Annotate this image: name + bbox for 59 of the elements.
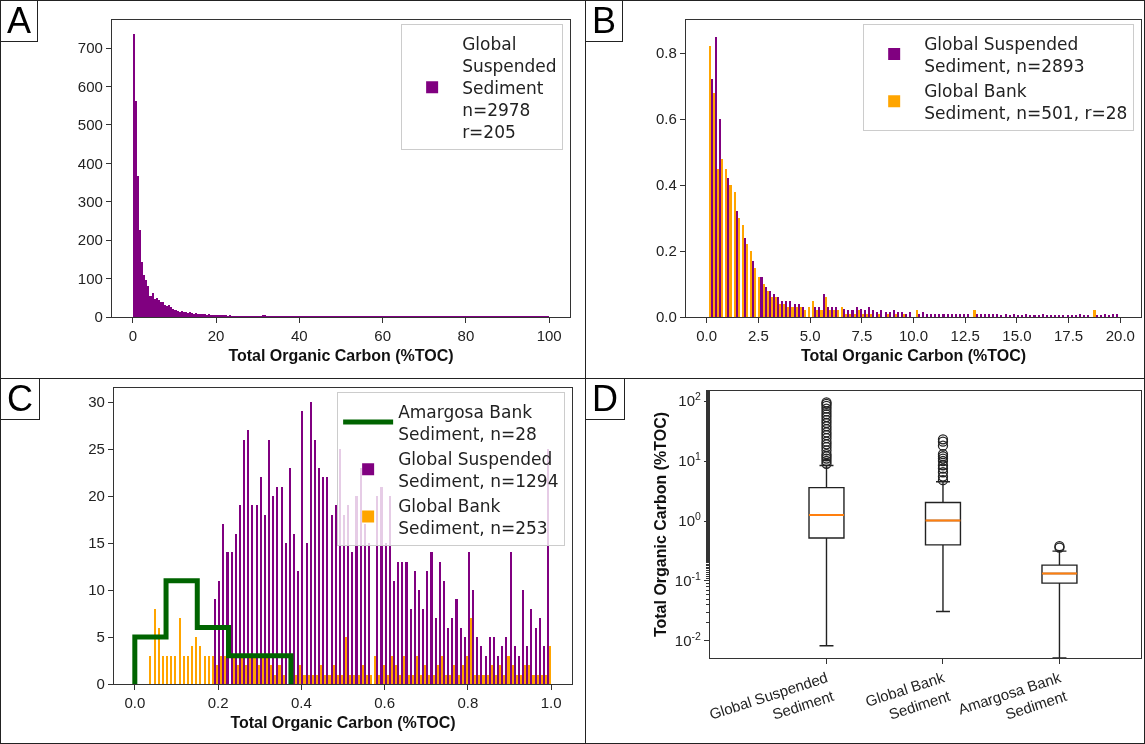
- y-tick-label: 25: [88, 440, 105, 458]
- x-tick-label: 40: [291, 327, 308, 345]
- y-tick-label: 10$^{2}$: [678, 389, 702, 410]
- y-tick-label: 0.6: [656, 110, 677, 128]
- x-tick-label: 0.0: [696, 327, 718, 345]
- x-axis-title: Total Organic Carbon (%TOC): [800, 346, 1027, 364]
- y-tick-label: 0.8: [656, 44, 677, 62]
- y-tick-label: 5: [96, 628, 105, 646]
- y-tick-label: 500: [77, 116, 103, 134]
- chart-title: D: [591, 378, 619, 420]
- x-tick-label: 100: [536, 327, 562, 345]
- legend-label: Global Bank Sediment, n=253: [398, 496, 548, 539]
- x-tick-label: 5.0: [799, 327, 821, 345]
- y-tick-label: 0: [94, 308, 103, 326]
- x-axis-title: Total Organic Carbon (%TOC): [228, 346, 454, 364]
- x-tick-label: 0.0: [124, 694, 146, 712]
- y-tick-label: 100: [77, 269, 103, 287]
- chart-title: B: [585, 0, 624, 42]
- x-tick-label: 0.8: [457, 694, 479, 712]
- legend-label: Global Suspended Sediment, n=2893: [924, 33, 1085, 76]
- x-tick-label: 0.2: [207, 694, 229, 712]
- y-tick-label: 700: [77, 39, 103, 57]
- y-axis-title: Total Organic Carbon (%TOC): [651, 411, 669, 638]
- x-tick-label: 15.0: [1002, 327, 1032, 345]
- x-tick-label: 2.5: [747, 327, 769, 345]
- legend-label: Global Bank Sediment, n=501, r=28: [924, 80, 1128, 123]
- chart-title: C: [0, 378, 40, 420]
- x-tick-label: 1.0: [540, 694, 562, 712]
- x-tick-label: 17.5: [1054, 327, 1084, 345]
- y-tick-label: 0.4: [656, 176, 677, 194]
- y-tick-label: 10$^{-1}$: [674, 569, 702, 590]
- y-tick-label: 30: [88, 393, 105, 411]
- x-tick-label: 0.4: [290, 694, 312, 712]
- y-tick-label: 200: [77, 231, 103, 249]
- legend-label: Global Suspended Sediment, n=1294: [398, 448, 559, 491]
- x-tick-label: 80: [457, 327, 475, 345]
- x-tick-label: 20.0: [1105, 327, 1135, 345]
- x-tick-label: 10.0: [898, 327, 929, 345]
- y-tick-label: 10$^{1}$: [678, 449, 702, 470]
- x-tick-label: 60: [374, 327, 391, 345]
- y-tick-label: 10$^{0}$: [678, 509, 702, 530]
- x-tick-label: 0.6: [374, 694, 396, 712]
- x-tick-label: 20: [207, 327, 225, 345]
- x-tick-label: 0: [128, 327, 137, 345]
- y-tick-label: 10: [88, 581, 105, 599]
- y-tick-label: 300: [77, 192, 103, 210]
- y-tick-label: 600: [77, 77, 103, 95]
- legend-label: Amargosa Bank Sediment, n=28: [398, 401, 537, 444]
- x-tick-label: 12.5: [950, 327, 980, 345]
- y-tick-label: 400: [77, 154, 103, 172]
- y-tick-label: 15: [88, 534, 105, 552]
- y-tick-label: 20: [88, 487, 105, 505]
- y-tick-label: 10$^{-2}$: [674, 629, 702, 650]
- chart-title: A: [0, 0, 39, 42]
- y-tick-label: 0.2: [656, 242, 677, 260]
- x-tick-label: 7.5: [851, 327, 873, 345]
- x-axis-title: Total Organic Carbon (%TOC): [230, 713, 456, 731]
- y-tick-label: 0.0: [656, 308, 677, 326]
- legend-label: Global Suspended Sediment n=2978 r=205: [462, 33, 557, 143]
